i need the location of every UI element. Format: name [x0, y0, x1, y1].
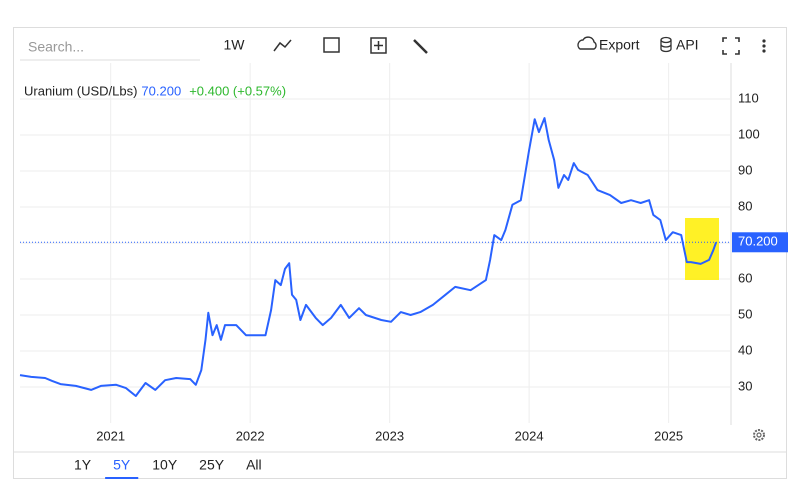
frame	[13, 27, 787, 479]
y-tick-label: 30	[738, 378, 752, 393]
header-change: +0.400 (+0.57%)	[189, 83, 286, 98]
last-price-label: 70.200	[738, 234, 778, 249]
api-icon-body	[660, 40, 672, 53]
chart-type-icon[interactable]	[273, 39, 292, 52]
range-button[interactable]: 10Y	[152, 457, 178, 473]
y-tick-label: 100	[738, 126, 760, 141]
x-tick-label: 2021	[96, 428, 125, 443]
x-tick-label: 2024	[515, 428, 544, 443]
chart-title: Uranium (USD/Lbs)	[24, 83, 137, 98]
range-button[interactable]: 1Y	[74, 457, 92, 473]
x-tick-label: 2022	[236, 428, 265, 443]
range-button[interactable]: 5Y	[113, 457, 131, 473]
range-button[interactable]: 25Y	[199, 457, 225, 473]
search-box[interactable]: Search...	[28, 39, 84, 55]
compare-icon[interactable]	[370, 37, 387, 54]
range-button[interactable]: All	[246, 457, 262, 473]
price-line	[19, 117, 718, 397]
menu-icon[interactable]	[762, 39, 766, 53]
x-tick-label: 2025	[654, 428, 683, 443]
y-tick-label: 80	[738, 198, 752, 213]
y-tick-label: 90	[738, 162, 752, 177]
fullscreen-icon[interactable]	[722, 37, 740, 55]
tools-icon[interactable]	[413, 39, 428, 54]
export-button[interactable]: Export	[599, 37, 640, 53]
interval-button[interactable]: 1W	[224, 37, 246, 53]
y-tick-label: 50	[738, 306, 752, 321]
compare-plus	[374, 41, 383, 50]
api-button[interactable]: API	[676, 37, 699, 53]
last-price-badge	[732, 232, 788, 253]
settings-icon[interactable]	[753, 429, 765, 441]
header-price: 70.200	[141, 83, 181, 98]
grid	[20, 63, 730, 423]
export-icon	[577, 36, 597, 50]
y-tick-label: 40	[738, 342, 752, 357]
calendar-icon[interactable]	[323, 37, 340, 53]
y-tick-label: 60	[738, 270, 752, 285]
y-tick-label: 110	[738, 90, 759, 105]
x-tick-label: 2023	[375, 428, 404, 443]
